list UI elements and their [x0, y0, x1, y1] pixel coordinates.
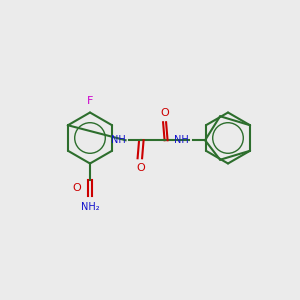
Text: F: F [87, 97, 93, 106]
Text: O: O [72, 183, 81, 194]
Text: O: O [136, 163, 145, 173]
Text: O: O [160, 108, 169, 118]
Text: NH₂: NH₂ [81, 202, 99, 212]
Text: NH: NH [111, 135, 126, 145]
Text: NH: NH [174, 135, 189, 145]
